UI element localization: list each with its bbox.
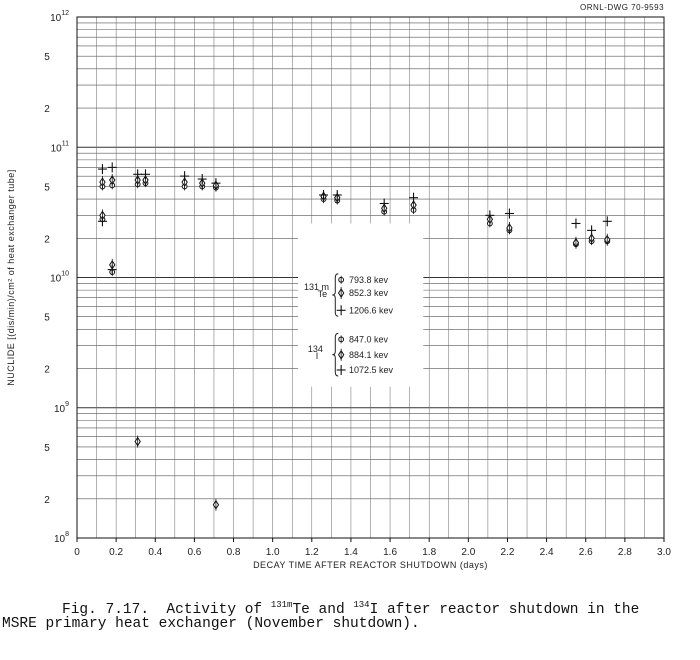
data-point (602, 216, 612, 227)
caption-iso1-mass: 131m (270, 600, 293, 610)
x-tick-label: 1.2 (305, 547, 319, 558)
y-tick-label: 2 (44, 495, 50, 506)
data-point (134, 435, 141, 448)
x-tick-label: 1.0 (266, 547, 280, 558)
caption-line-2: MSRE primary heat exchanger (November sh… (2, 616, 420, 632)
y-tick-label-decade: 108 (54, 531, 69, 545)
plot-frame (76, 16, 665, 539)
x-tick-label: 0.4 (148, 547, 162, 558)
y-tick-label: 2 (44, 234, 50, 245)
data-point (604, 233, 611, 246)
legend-entry-te-793: 793.8 kev (349, 275, 389, 285)
data-point (140, 169, 150, 180)
x-tick-label: 2.4 (540, 547, 554, 558)
data-point (506, 221, 513, 234)
x-tick-label: 2.2 (501, 547, 515, 558)
legend-marker (337, 348, 345, 361)
figure-caption: Fig. 7.17. Activity of 131mTe and 134I a… (0, 594, 700, 660)
y-tick-label-decade: 1011 (51, 140, 69, 154)
x-tick-label: 2.0 (461, 547, 475, 558)
x-tick-label: 3.0 (657, 547, 671, 558)
data-point (409, 192, 419, 203)
y-tick-label: 2 (44, 104, 50, 115)
legend-marker (338, 335, 345, 344)
data-point (99, 176, 106, 189)
legend-brace-te (332, 273, 339, 317)
legend: 131 m Te 793.8 kev 852.3 kev 1206.6 kev … (298, 223, 424, 387)
legend-background (298, 223, 424, 387)
legend-group-i-mass: 134 (308, 344, 323, 354)
legend-marker (337, 287, 345, 300)
data-point (332, 189, 342, 200)
y-axis-ticks: 108 109 1010 1011 1012 2 5 2 5 2 5 2 5 (44, 10, 69, 545)
x-tick-label: 1.8 (422, 547, 436, 558)
data-point (107, 264, 117, 275)
data-point (319, 189, 329, 200)
x-tick-label: 0 (74, 547, 80, 558)
data-point (485, 210, 495, 221)
legend-entry-te-1206: 1206.6 kev (349, 305, 394, 315)
legend-group-te-mass: 131 m (304, 282, 329, 292)
drawing-number: ORNL-DWG 70-9593 (580, 3, 665, 12)
y-tick-label: 5 (44, 182, 50, 193)
data-point (107, 162, 117, 173)
y-tick-label-decade: 1010 (50, 271, 69, 285)
legend-marker (338, 275, 345, 284)
legend-entry-i-884: 884.1 kev (349, 350, 389, 360)
y-tick-label-decade: 1012 (50, 10, 69, 24)
caption-text-b: Te and (292, 602, 354, 618)
caption-text-c: I after reactor shutdown in the (369, 602, 640, 618)
legend-brace-i (332, 332, 339, 377)
data-point (572, 236, 580, 249)
legend-entry-te-852: 852.3 kev (349, 288, 389, 298)
data-point (133, 169, 143, 180)
x-tick-label: 0.6 (187, 547, 201, 558)
data-point (504, 208, 514, 219)
x-tick-label: 0.8 (227, 547, 241, 558)
y-tick-label: 5 (44, 443, 50, 454)
data-point (379, 198, 389, 209)
legend-entry-i-1072: 1072.5 kev (349, 365, 394, 375)
y-tick-label: 2 (44, 365, 50, 376)
data-points (97, 162, 612, 511)
legend-markers (336, 275, 346, 375)
data-point (212, 498, 220, 511)
x-tick-label: 1.4 (344, 547, 358, 558)
x-tick-label: 0.2 (109, 547, 123, 558)
legend-entry-i-847: 847.0 kev (349, 334, 389, 344)
legend-group-i-element: I (316, 351, 319, 361)
caption-text-a: Fig. 7.17. Activity of (62, 602, 271, 618)
x-tick-label: 2.6 (579, 547, 593, 558)
y-tick-label: 5 (44, 52, 50, 63)
y-axis-label: NUCLIDE [(dis/min)/cm² of heat exchanger… (6, 169, 16, 386)
data-point (180, 171, 190, 182)
data-point (211, 178, 221, 189)
data-point (571, 218, 581, 229)
y-tick-label-decade: 109 (54, 401, 69, 415)
caption-line-1: Fig. 7.17. Activity of 131mTe and 134I a… (62, 594, 639, 621)
caption-iso2-mass: 134 (353, 600, 370, 610)
data-point (587, 225, 597, 236)
chart: 0 0.2 0.4 0.6 0.8 1.0 1.2 1.4 1.6 1.8 2.0 2.2 2.4 2.6… (6, 10, 671, 570)
data-point (197, 174, 207, 185)
data-point (109, 174, 116, 187)
data-point (97, 216, 107, 227)
y-tick-label: 5 (44, 313, 50, 324)
legend-marker (336, 305, 346, 316)
x-axis-label: DECAY TIME AFTER REACTOR SHUTDOWN (days) (253, 560, 488, 570)
x-axis-ticks: 0 0.2 0.4 0.6 0.8 1.0 1.2 1.4 1.6 1.8 2.0 2.2 2.4 2.6… (74, 538, 671, 558)
x-tick-label: 2.8 (618, 547, 632, 558)
legend-marker (336, 364, 346, 375)
x-tick-label: 1.6 (383, 547, 397, 558)
legend-group-te-element: Te (318, 289, 328, 299)
data-point (97, 164, 107, 175)
